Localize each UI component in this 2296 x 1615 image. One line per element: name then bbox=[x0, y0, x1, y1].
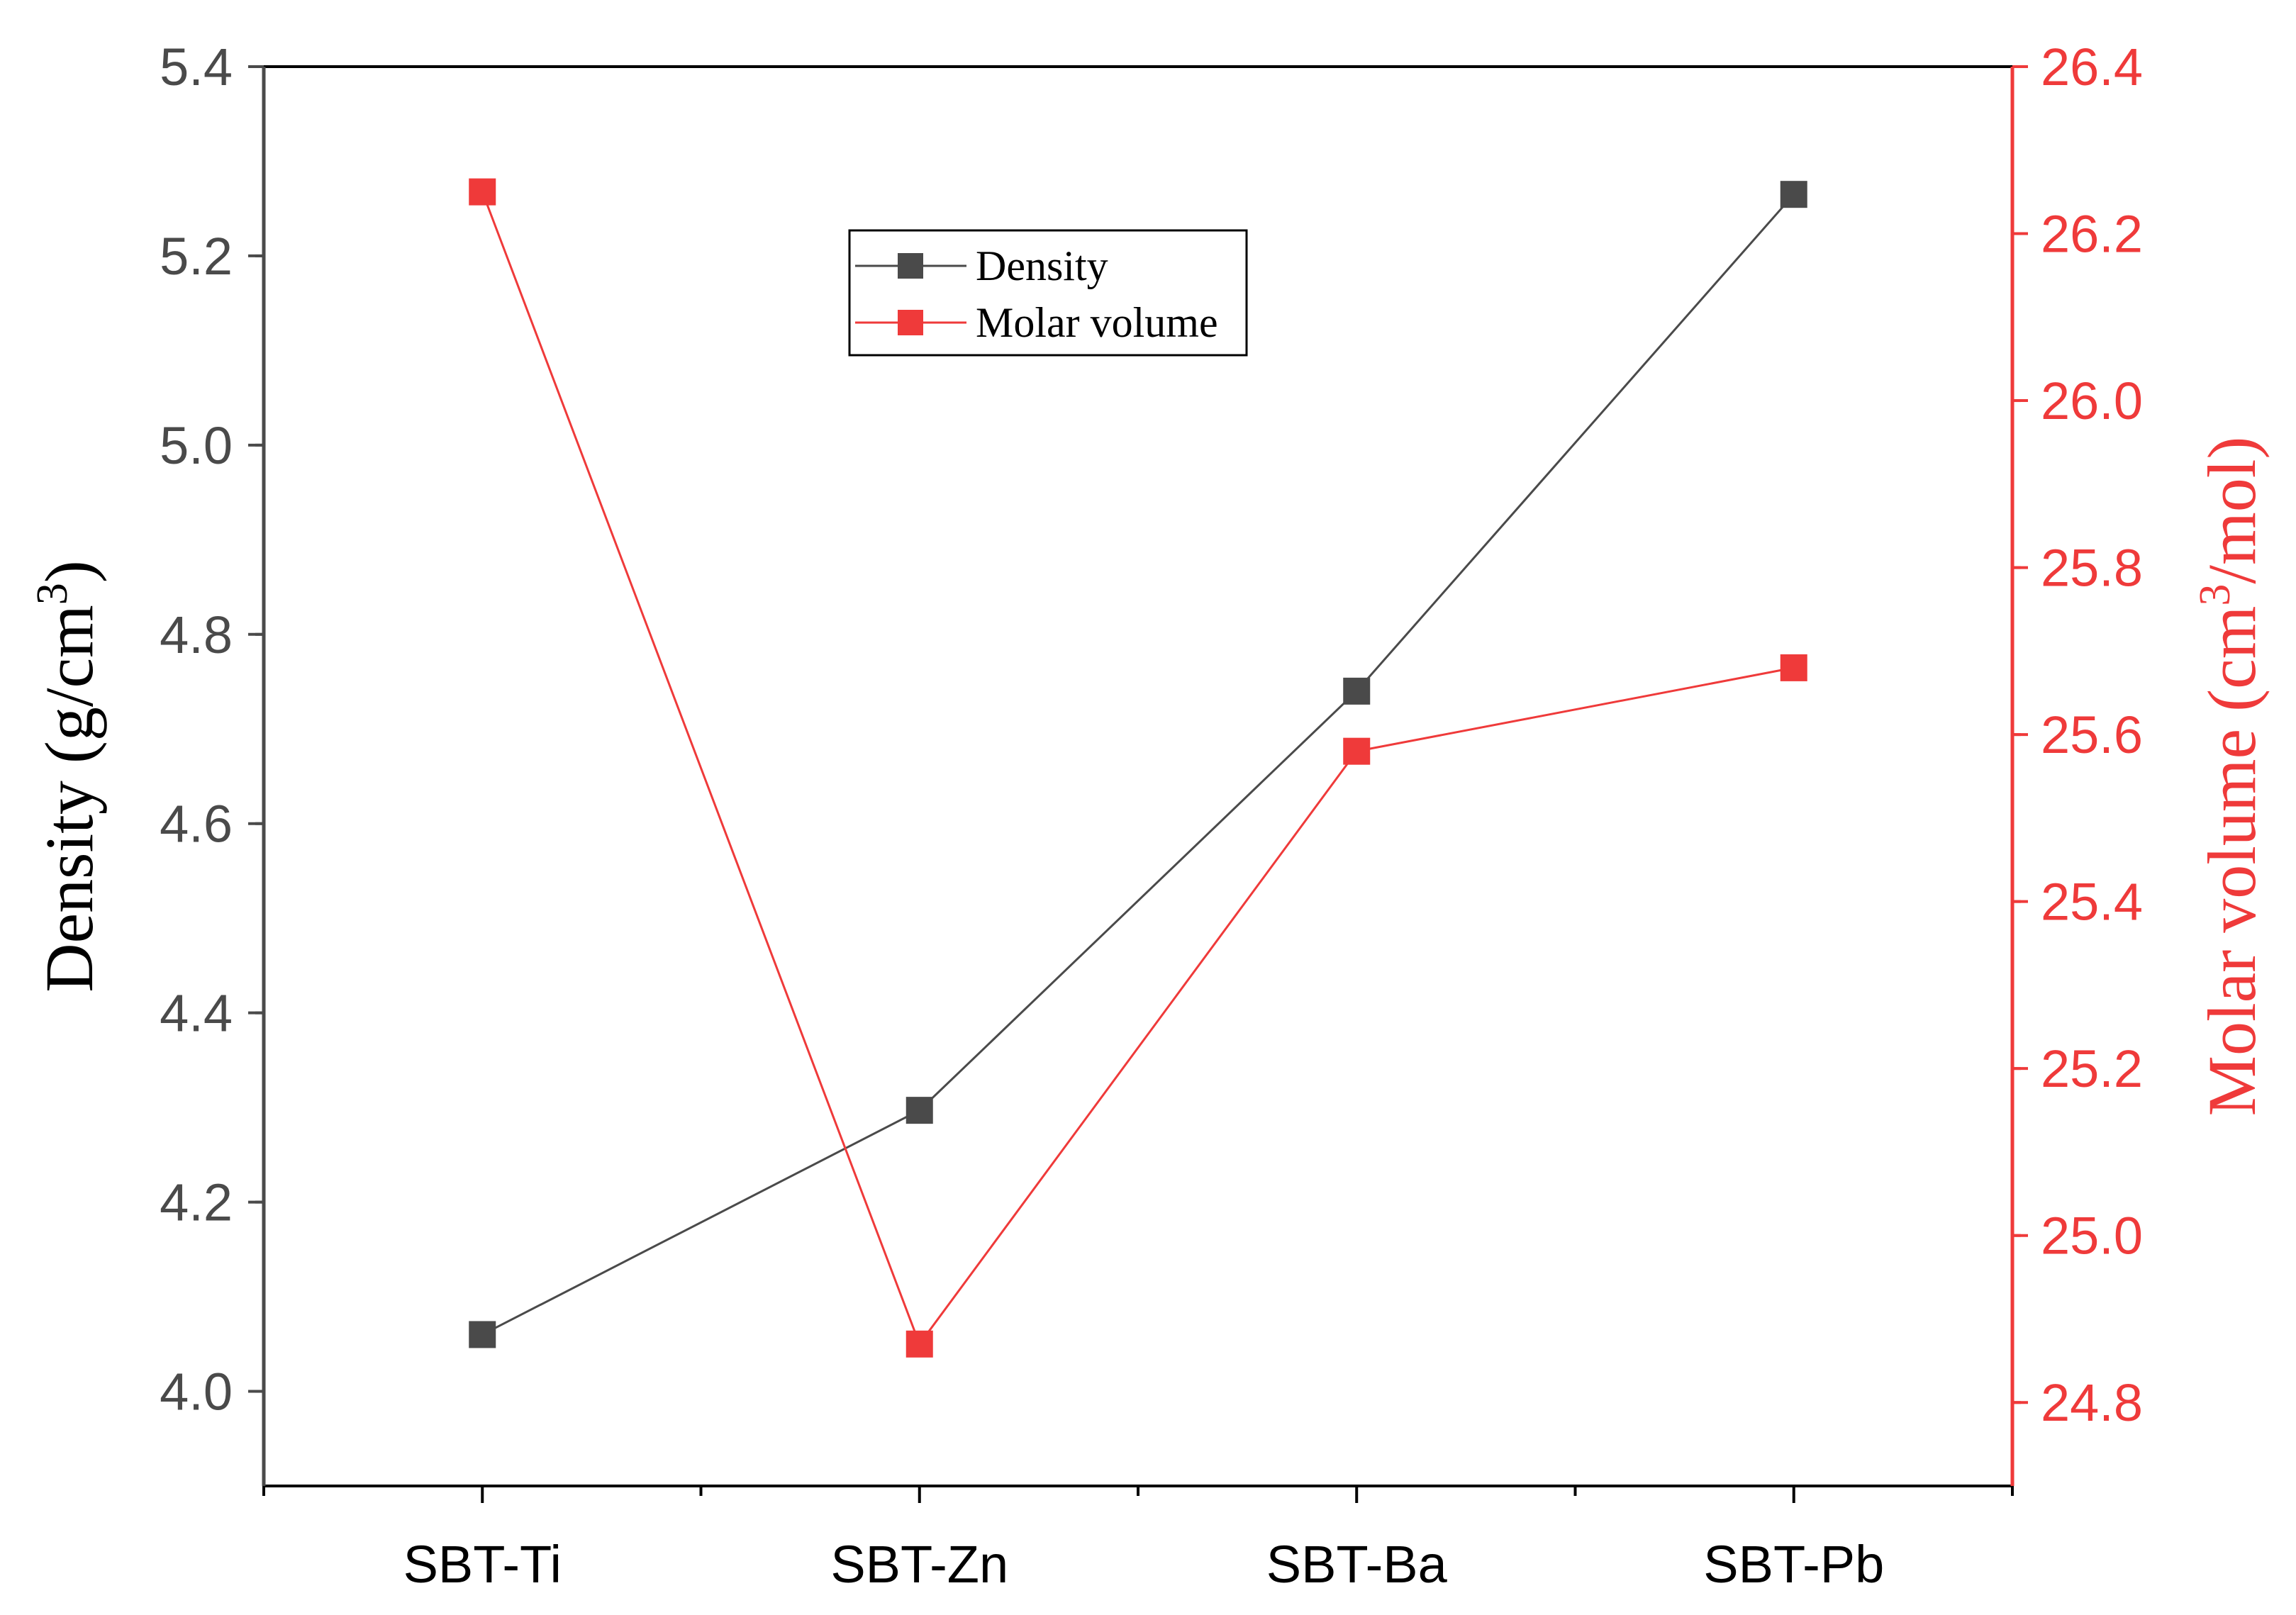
left-tick-label: 5.0 bbox=[160, 416, 233, 475]
right-y-axis: 24.8 25.0 25.2 25.4 25.6 25.8 26.0 26.2 26.4 bbox=[2010, 38, 2143, 1486]
series-line-density bbox=[481, 194, 1795, 1336]
left-tick-label: 4.4 bbox=[160, 984, 233, 1043]
right-axis-title: Molar volume (cm3/mol) bbox=[2191, 437, 2270, 1117]
right-tick-label: 26.0 bbox=[2041, 371, 2143, 430]
legend-marker bbox=[898, 310, 923, 335]
right-tick-label: 25.4 bbox=[2041, 873, 2143, 932]
axis-title-end: ) bbox=[31, 560, 107, 583]
axis-title-main: Molar volume (cm bbox=[2194, 606, 2270, 1117]
left-tick-label: 4.8 bbox=[160, 605, 233, 664]
left-y-axis: 4.0 4.2 4.4 4.6 4.8 5.0 5.2 5.4 bbox=[160, 38, 266, 1486]
series-line-molar-volume bbox=[481, 191, 1795, 1346]
right-tick-label: 24.8 bbox=[2041, 1373, 2143, 1432]
axis-title-main: Density (g/cm bbox=[31, 605, 107, 993]
right-tick-label: 26.2 bbox=[2041, 205, 2143, 264]
data-point bbox=[1343, 737, 1371, 765]
right-tick-label: 25.6 bbox=[2041, 705, 2143, 764]
x-tick-label: SBT-Pb bbox=[1703, 1535, 1884, 1594]
axis-title-superscript: 3 bbox=[2191, 584, 2239, 606]
left-tick-label: 4.6 bbox=[160, 795, 233, 854]
left-axis-title: Density (g/cm3) bbox=[28, 560, 107, 993]
right-tick-label: 25.8 bbox=[2041, 539, 2143, 598]
legend-label: Molar volume bbox=[976, 299, 1218, 346]
data-point bbox=[1780, 654, 1807, 681]
data-point bbox=[469, 1321, 496, 1348]
legend: Density Molar volume bbox=[848, 229, 1248, 357]
data-point bbox=[469, 178, 496, 206]
left-tick-label: 4.0 bbox=[160, 1363, 233, 1421]
x-axis: SBT-Ti SBT-Zn SBT-Ba SBT-Pb bbox=[262, 1486, 2014, 1594]
right-tick-label: 25.2 bbox=[2041, 1039, 2143, 1098]
right-tick-label: 26.4 bbox=[2041, 38, 2143, 96]
data-point bbox=[1343, 677, 1371, 705]
left-tick-label: 5.4 bbox=[160, 38, 233, 96]
legend-marker bbox=[898, 253, 923, 279]
axis-title-superscript: 3 bbox=[28, 583, 77, 605]
x-tick-label: SBT-Ti bbox=[403, 1535, 562, 1594]
x-tick-label: SBT-Zn bbox=[830, 1535, 1008, 1594]
x-tick-label: SBT-Ba bbox=[1266, 1535, 1448, 1594]
left-tick-label: 4.2 bbox=[160, 1173, 233, 1232]
legend-label: Density bbox=[976, 242, 1108, 289]
axis-title-end: /mol) bbox=[2194, 437, 2270, 584]
data-point bbox=[905, 1330, 933, 1358]
series-layer bbox=[469, 178, 1807, 1358]
right-tick-label: 25.0 bbox=[2041, 1207, 2143, 1265]
left-tick-label: 5.2 bbox=[160, 227, 233, 286]
data-point bbox=[905, 1097, 933, 1124]
data-point bbox=[1780, 181, 1807, 208]
